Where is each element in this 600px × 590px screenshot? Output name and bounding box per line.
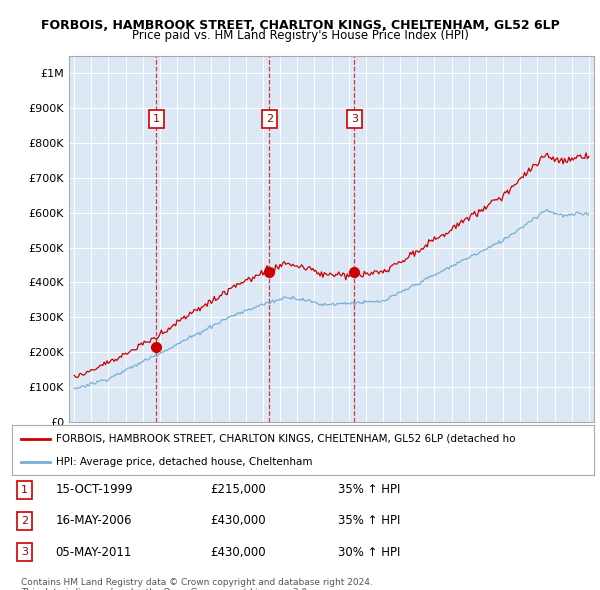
Text: 30% ↑ HPI: 30% ↑ HPI <box>338 546 400 559</box>
Text: £430,000: £430,000 <box>210 546 266 559</box>
Text: FORBOIS, HAMBROOK STREET, CHARLTON KINGS, CHELTENHAM, GL52 6LP (detached ho: FORBOIS, HAMBROOK STREET, CHARLTON KINGS… <box>56 434 515 444</box>
Text: 2: 2 <box>21 516 28 526</box>
Text: 35% ↑ HPI: 35% ↑ HPI <box>338 483 400 496</box>
Text: FORBOIS, HAMBROOK STREET, CHARLTON KINGS, CHELTENHAM, GL52 6LP: FORBOIS, HAMBROOK STREET, CHARLTON KINGS… <box>41 19 559 32</box>
Text: £215,000: £215,000 <box>210 483 266 496</box>
Text: £430,000: £430,000 <box>210 514 266 527</box>
Text: Contains HM Land Registry data © Crown copyright and database right 2024.: Contains HM Land Registry data © Crown c… <box>21 578 373 588</box>
Text: 15-OCT-1999: 15-OCT-1999 <box>56 483 133 496</box>
Text: 05-MAY-2011: 05-MAY-2011 <box>56 546 132 559</box>
Text: 1: 1 <box>153 114 160 124</box>
Text: 3: 3 <box>351 114 358 124</box>
Text: HPI: Average price, detached house, Cheltenham: HPI: Average price, detached house, Chel… <box>56 457 312 467</box>
Text: 16-MAY-2006: 16-MAY-2006 <box>56 514 132 527</box>
Text: 1: 1 <box>22 485 28 495</box>
Text: 3: 3 <box>22 547 28 557</box>
Text: 35% ↑ HPI: 35% ↑ HPI <box>338 514 400 527</box>
Text: This data is licensed under the Open Government Licence v3.0.: This data is licensed under the Open Gov… <box>21 588 310 590</box>
Text: Price paid vs. HM Land Registry's House Price Index (HPI): Price paid vs. HM Land Registry's House … <box>131 30 469 42</box>
Text: 2: 2 <box>266 114 273 124</box>
